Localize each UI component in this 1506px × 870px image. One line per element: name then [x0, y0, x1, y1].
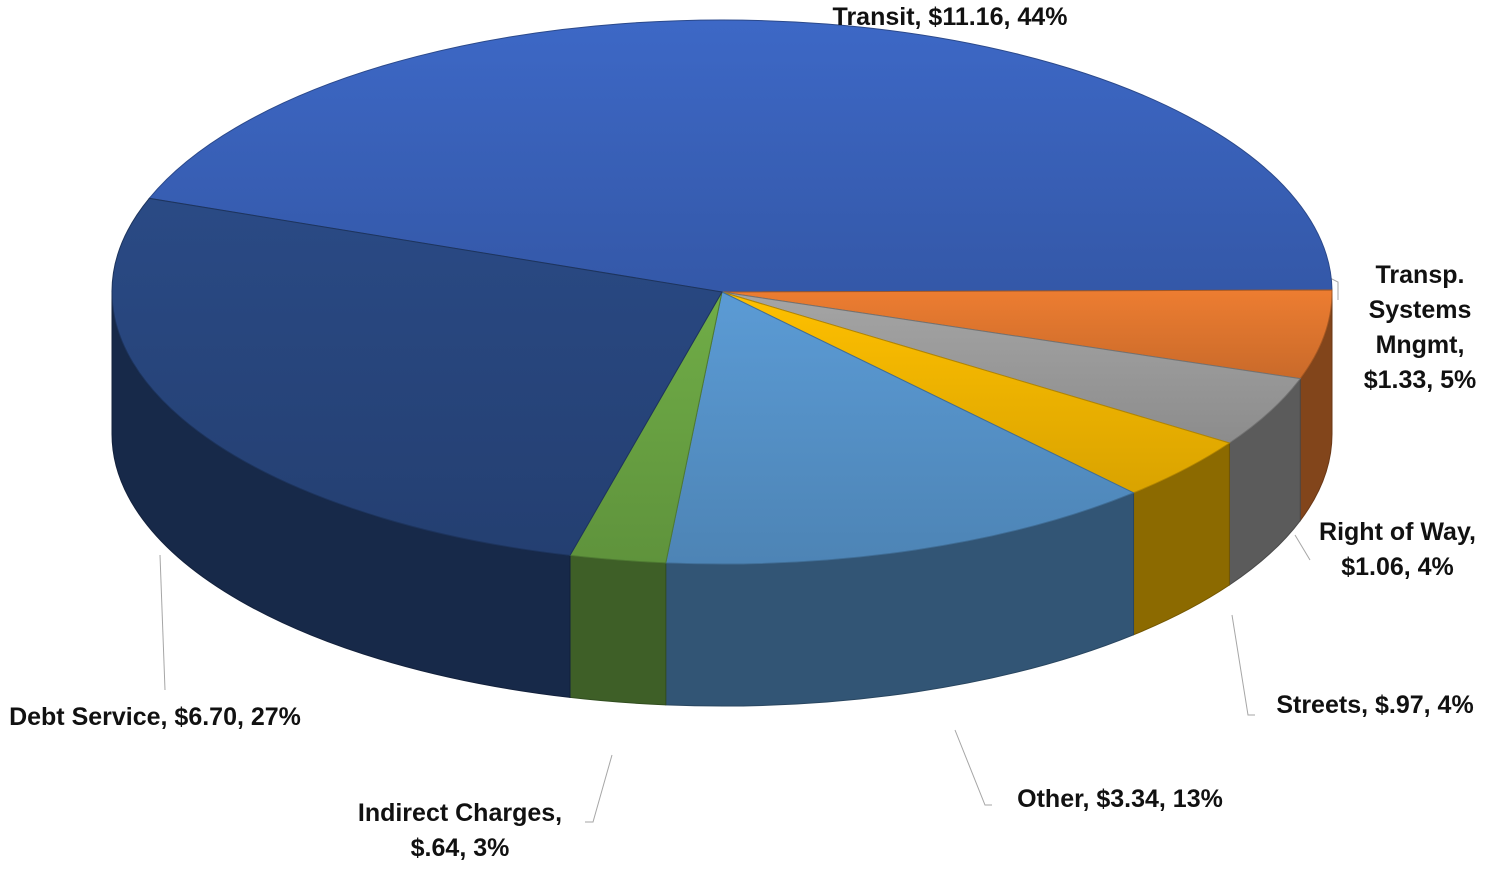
slice — [111, 197, 723, 556]
data-label: Right of Way, $1.06, 4% — [1319, 518, 1476, 581]
data-label: Transit, $11.16, 44% — [832, 3, 1068, 31]
leaders — [159, 271, 1339, 823]
leader-line — [954, 729, 992, 806]
slice — [148, 19, 1333, 293]
leader-line — [1231, 614, 1255, 716]
data-label: Transp. Systems Mngmt, $1.33, 5% — [1363, 261, 1477, 394]
data-label: Indirect Charges, $.64, 3% — [357, 799, 563, 862]
slice-tops — [111, 19, 1333, 565]
leader-line — [585, 754, 613, 823]
slice-side — [569, 554, 667, 706]
data-label: Streets, $.97, 4% — [1276, 691, 1474, 719]
slice — [721, 289, 1333, 380]
slice — [665, 291, 1135, 565]
data-label: Debt Service, $6.70, 27% — [9, 703, 301, 731]
data-label: Other, $3.34, 13% — [1017, 785, 1223, 813]
leader-line — [159, 554, 166, 691]
leader-line — [1294, 534, 1311, 561]
